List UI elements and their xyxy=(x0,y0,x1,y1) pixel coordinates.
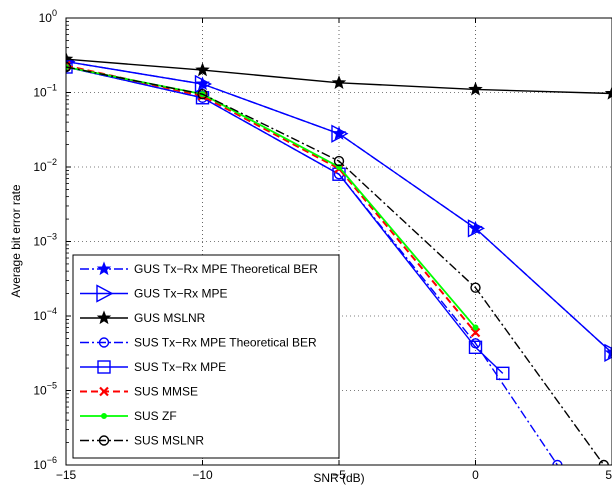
series-8 xyxy=(66,61,610,465)
legend-marker xyxy=(99,386,109,397)
data-point xyxy=(604,345,612,360)
legend-item: SUS Tx−Rx MPE Theoretical BER xyxy=(80,336,317,350)
series-group xyxy=(66,51,612,465)
legend-item: GUS Tx−Rx MPE Theoretical BER xyxy=(80,261,318,276)
data-point xyxy=(194,74,212,94)
legend-item: SUS MSLNR xyxy=(80,434,204,448)
x-tick-label: 5 xyxy=(605,468,612,482)
data-point xyxy=(470,327,481,338)
legend-label: GUS Tx−Rx MPE xyxy=(134,287,227,301)
legend: GUS Tx−Rx MPE Theoretical BER GUS Tx−Rx M… xyxy=(72,254,340,459)
legend-label: SUS ZF xyxy=(134,409,177,423)
series-3 xyxy=(66,51,612,100)
data-point xyxy=(333,155,345,167)
y-tick-label: 10−4 xyxy=(33,306,57,323)
y-tick-label: 10−1 xyxy=(33,83,57,100)
data-point xyxy=(598,459,610,465)
data-point xyxy=(496,366,510,381)
legend-label: SUS MMSE xyxy=(134,385,198,399)
y-axis-label: Average bit error rate xyxy=(9,184,23,297)
data-point xyxy=(552,459,563,465)
data-point xyxy=(470,282,481,293)
data-point xyxy=(604,343,612,363)
legend-marker xyxy=(96,261,112,276)
series-line xyxy=(66,66,504,374)
legend-label: SUS Tx−Rx MPE Theoretical BER xyxy=(134,336,317,350)
legend-marker xyxy=(98,337,110,348)
data-point xyxy=(331,124,349,143)
y-tick-label: 10−5 xyxy=(33,381,57,398)
x-tick-label: −5 xyxy=(332,468,346,482)
data-point xyxy=(468,81,483,96)
y-tick-label: 100 xyxy=(39,8,57,25)
legend-item: GUS Tx−Rx MPE xyxy=(80,284,227,303)
data-point xyxy=(197,88,208,100)
legend-marker xyxy=(97,360,111,374)
legend-marker xyxy=(101,413,107,419)
legend-item: GUS MSLNR xyxy=(80,310,206,325)
legend-item: SUS Tx−Rx MPE xyxy=(80,360,226,374)
y-tick-label: 10−6 xyxy=(33,455,57,472)
legend-marker xyxy=(96,310,112,325)
legend-label: SUS MSLNR xyxy=(134,434,204,448)
data-point xyxy=(331,75,347,89)
data-point xyxy=(467,219,485,238)
legend-marker xyxy=(96,284,114,303)
series-line xyxy=(66,60,612,354)
x-tick-label: 0 xyxy=(472,468,479,482)
y-tick-label: 10−2 xyxy=(33,157,57,174)
data-point xyxy=(195,62,210,77)
x-tick-label: −15 xyxy=(56,468,77,482)
legend-marker xyxy=(98,435,110,446)
legend-item: SUS ZF xyxy=(80,409,177,423)
series-line xyxy=(66,66,605,465)
data-point xyxy=(468,340,483,355)
axis-ticks: −15 −10 −5 0 5 100 10−1 10−2 10−3 10−4 10−5 10−6 xyxy=(33,8,612,482)
legend-box xyxy=(72,254,340,459)
x-axis-label: SNR (dB) xyxy=(313,471,364,485)
legend-label: GUS MSLNR xyxy=(134,311,206,325)
data-point xyxy=(472,324,479,331)
data-point xyxy=(604,85,612,100)
legend-label: SUS Tx−Rx MPE xyxy=(134,360,226,374)
data-point xyxy=(66,61,72,73)
legend-item: SUS MMSE xyxy=(80,385,198,399)
legend-label: GUS Tx−Rx MPE Theoretical BER xyxy=(134,262,318,276)
x-tick-label: −10 xyxy=(192,468,213,482)
y-tick-label: 10−3 xyxy=(33,232,57,249)
